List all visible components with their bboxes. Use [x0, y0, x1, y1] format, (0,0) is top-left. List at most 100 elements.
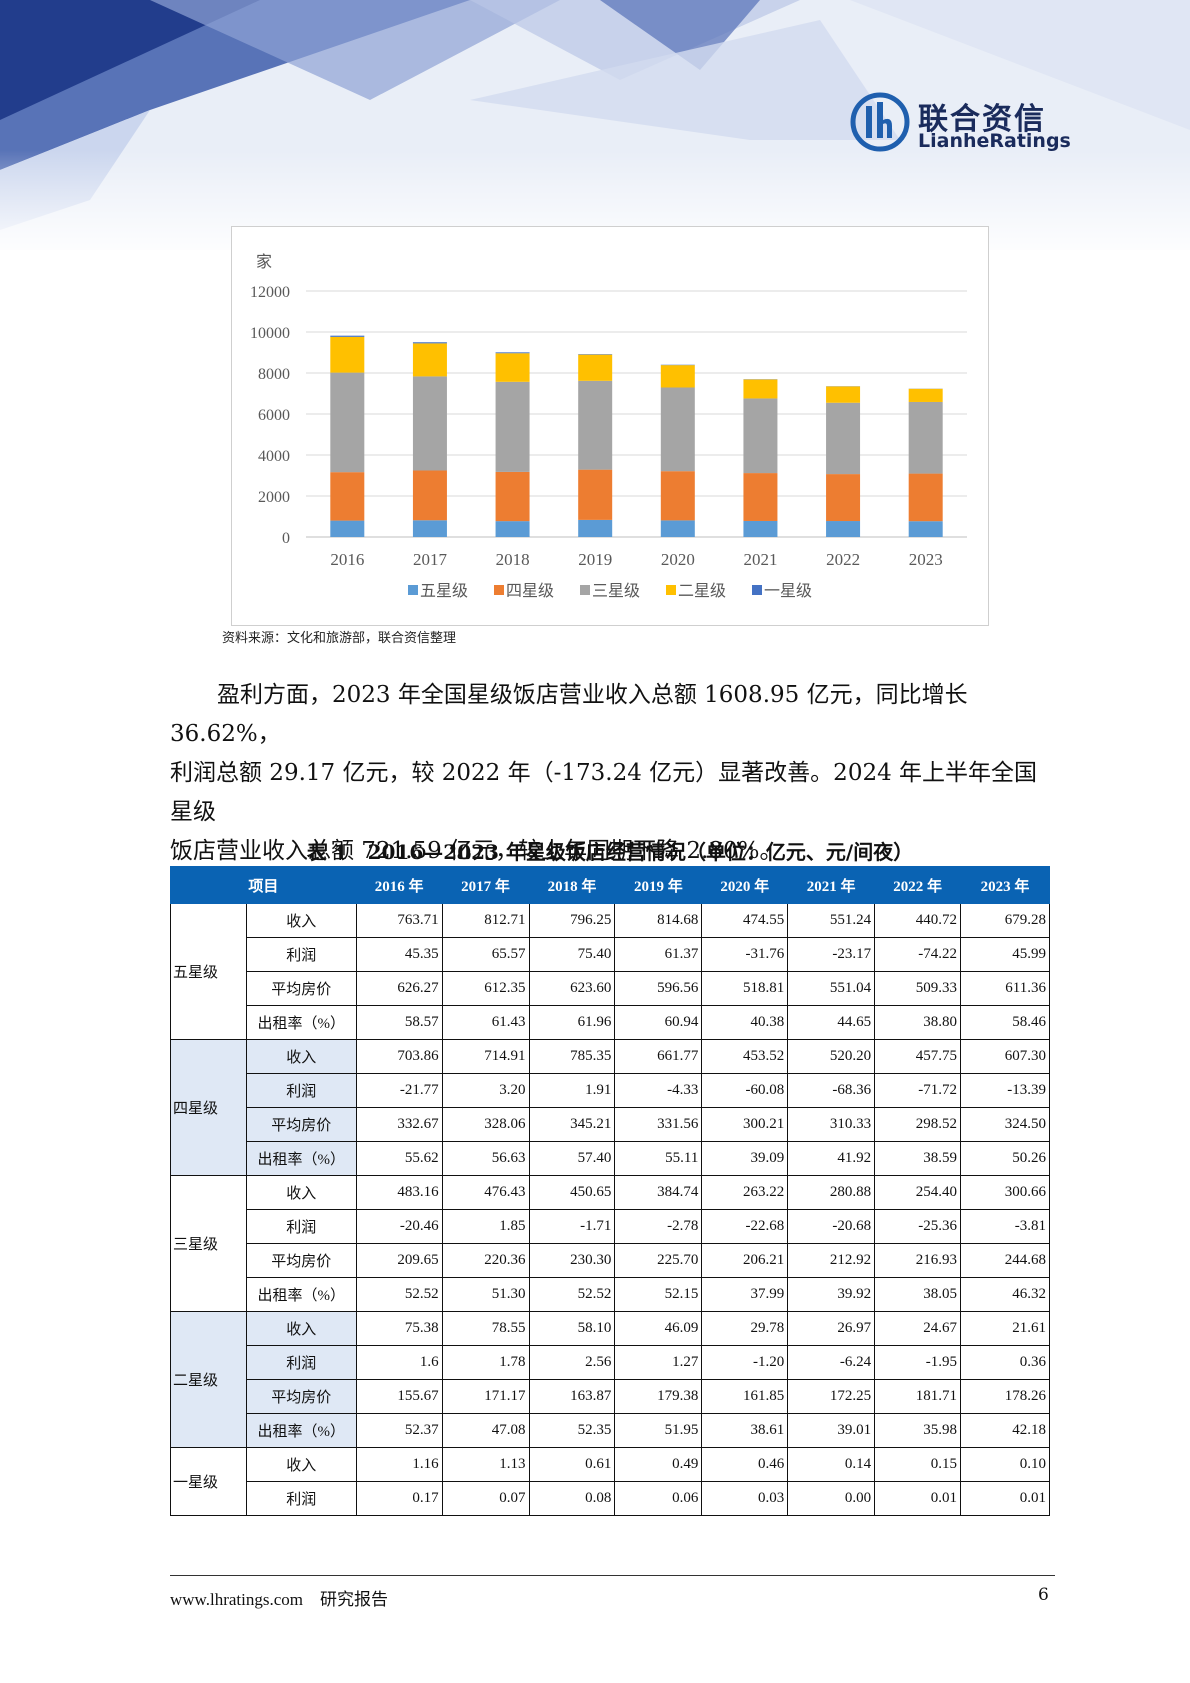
- metric-cell: 收入: [245, 1311, 357, 1346]
- bar-segment: [578, 469, 613, 520]
- column-header: 2017 年: [441, 866, 530, 904]
- table-row: 出租率（%） 55.62 56.63 57.40 55.11 39.09 41.92 38.5…: [171, 1141, 1050, 1176]
- bar-segment: [495, 471, 530, 522]
- bar-segment: [578, 354, 613, 381]
- value-cell: 24.67: [874, 1311, 962, 1346]
- value-cell: 39.01: [787, 1413, 876, 1448]
- value-cell: 1.6: [355, 1345, 443, 1380]
- bar-segment: [330, 520, 365, 537]
- metric-cell: 收入: [245, 1175, 357, 1210]
- value-cell: 58.10: [528, 1311, 616, 1346]
- value-cell: 38.59: [874, 1141, 962, 1176]
- bar-segment: [660, 520, 695, 537]
- bar-segment: [495, 381, 530, 472]
- stacked-bar-chart: 家 0 2000 4000 6000 8000 10000 12000 2016 2017 2018…: [250, 252, 967, 600]
- bar-segment: [412, 343, 447, 377]
- value-cell: 58.57: [355, 1005, 443, 1040]
- value-cell: 0.46: [701, 1447, 789, 1482]
- value-cell: 39.09: [701, 1141, 789, 1176]
- value-cell: 51.95: [614, 1413, 703, 1448]
- value-cell: -4.33: [614, 1073, 703, 1108]
- bar-segment: [412, 520, 447, 537]
- bar-segment: [412, 342, 447, 344]
- value-cell: 785.35: [528, 1039, 616, 1074]
- legend-swatch: [752, 585, 762, 595]
- bar-segment: [495, 353, 530, 382]
- value-cell: 220.36: [441, 1243, 530, 1278]
- value-cell: -25.36: [874, 1209, 962, 1244]
- table-row: 四星级 收入 703.86 714.91 785.35 661.77 453.52 520.2…: [170, 1039, 1050, 1176]
- column-header: 2020 年: [701, 866, 789, 904]
- bar-segment: [578, 380, 613, 470]
- table-row: 利润 -21.77 3.20 1.91 -4.33 -60.08 -68.36 -71.72-…: [171, 1073, 1050, 1108]
- bar-segment: [826, 402, 861, 475]
- value-cell: 384.74: [614, 1175, 703, 1210]
- value-cell: 0.10: [960, 1447, 1050, 1482]
- value-cell: 450.65: [528, 1175, 616, 1210]
- metric-cell: 利润: [245, 1209, 357, 1244]
- table-row: 平均房价 209.65 220.36 230.30 225.70 206.21 212.92…: [171, 1243, 1050, 1278]
- bar-segment: [908, 473, 943, 522]
- table-title: 表 1 2016—2023 年星级饭店经营情况（单位：亿元、元/间夜）: [306, 840, 914, 864]
- value-cell: 181.71: [874, 1379, 962, 1414]
- table-row: 平均房价 626.27 612.35 623.60 596.56 518.81 551.04…: [171, 971, 1050, 1006]
- bar-segment: [578, 519, 613, 537]
- x-tick-label: 2019: [578, 550, 612, 569]
- metric-cell: 平均房价: [245, 1107, 357, 1142]
- value-cell: 75.38: [355, 1311, 443, 1346]
- value-cell: 661.77: [614, 1039, 703, 1074]
- star-level-cell: 二星级: [170, 1311, 247, 1448]
- value-cell: 310.33: [787, 1107, 876, 1142]
- table-row: 利润 45.35 65.57 75.40 61.37 -31.76 -23.17 -74.22…: [171, 937, 1050, 972]
- metric-cell: 出租率（%）: [245, 1413, 357, 1448]
- legend-entry: 五星级: [420, 581, 468, 600]
- bar-segment: [908, 401, 943, 474]
- value-cell: 551.04: [787, 971, 876, 1006]
- value-cell: 328.06: [441, 1107, 530, 1142]
- value-cell: 40.38: [701, 1005, 789, 1040]
- value-cell: 179.38: [614, 1379, 703, 1414]
- value-cell: 155.67: [355, 1379, 443, 1414]
- value-cell: -31.76: [701, 937, 789, 972]
- value-cell: 230.30: [528, 1243, 616, 1278]
- value-cell: -1.71: [528, 1209, 616, 1244]
- table-row: 三星级 收入 483.16 476.43 450.65 384.74 263.22 280.8…: [170, 1175, 1050, 1312]
- value-cell: 518.81: [701, 971, 789, 1006]
- value-cell: 75.40: [528, 937, 616, 972]
- metric-cell: 平均房价: [245, 971, 357, 1006]
- value-cell: 626.27: [355, 971, 443, 1006]
- legend-entry: 四星级: [506, 581, 554, 600]
- column-header: 2023 年: [960, 866, 1050, 904]
- column-header: 2016 年: [355, 866, 443, 904]
- star-level-cell: 三星级: [170, 1175, 247, 1312]
- value-cell: 52.35: [528, 1413, 616, 1448]
- logo-mark-icon: [850, 92, 910, 152]
- table-row: 平均房价 155.67 171.17 163.87 179.38 161.85 172.25…: [171, 1379, 1050, 1414]
- value-cell: 161.85: [701, 1379, 789, 1414]
- bar-segment: [330, 372, 365, 473]
- value-cell: 0.06: [614, 1481, 703, 1516]
- metric-cell: 出租率（%）: [245, 1005, 357, 1040]
- value-cell: 206.21: [701, 1243, 789, 1278]
- column-header: 2019 年: [614, 866, 703, 904]
- value-cell: 52.52: [355, 1277, 443, 1312]
- column-header: 项目: [170, 866, 357, 904]
- value-cell: 0.03: [701, 1481, 789, 1516]
- bar-segment: [826, 386, 861, 403]
- footer-website: www.lhratings.com 研究报告: [170, 1590, 388, 1609]
- value-cell: 46.32: [960, 1277, 1050, 1312]
- x-tick-label: 2021: [743, 550, 777, 569]
- value-cell: 61.43: [441, 1005, 530, 1040]
- value-cell: 509.33: [874, 971, 962, 1006]
- value-cell: 345.21: [528, 1107, 616, 1142]
- value-cell: 37.99: [701, 1277, 789, 1312]
- star-level-cell: 一星级: [170, 1447, 247, 1516]
- value-cell: 216.93: [874, 1243, 962, 1278]
- table-row: 一星级 收入 1.16 1.13 0.61 0.49 0.46 0.14 0.15 0.10: [170, 1447, 1050, 1516]
- value-cell: 0.00: [787, 1481, 876, 1516]
- table-row: 平均房价 332.67 328.06 345.21 331.56 300.21 310.33…: [171, 1107, 1050, 1142]
- value-cell: 612.35: [441, 971, 530, 1006]
- logo-chinese-name: 联合资信: [918, 102, 1046, 137]
- body-paragraph: 盈利方面，2023 年全国星级饭店营业收入总额 1608.95 亿元，同比增长 …: [170, 676, 1050, 871]
- value-cell: 78.55: [441, 1311, 530, 1346]
